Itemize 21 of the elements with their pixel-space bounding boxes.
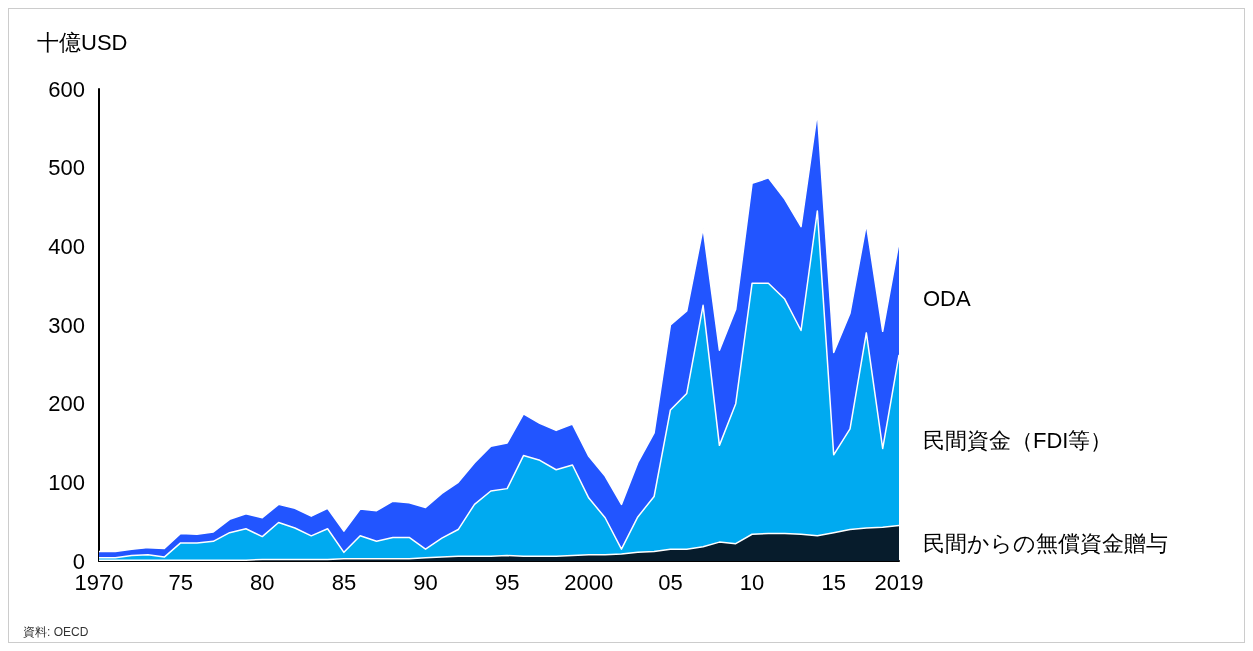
series-label: ODA (923, 286, 971, 312)
series-label: 民間からの無償資金贈与 (923, 530, 1168, 556)
x-tick-label: 15 (821, 569, 846, 595)
x-tick-label: 85 (331, 569, 357, 595)
y-tick-label: 100 (48, 469, 85, 495)
series-label: 民間資金（FDI等） (923, 427, 1113, 453)
y-tick-label: 600 (48, 76, 85, 102)
x-tick-label: 95 (494, 569, 520, 595)
text: 資料: OECD (23, 625, 89, 639)
y-tick-label: 300 (48, 312, 85, 338)
x-tick-label: 80 (250, 569, 275, 595)
y-tick-label: 500 (48, 155, 85, 181)
x-tick-label: 75 (168, 569, 193, 595)
x-tick-label: 10 (739, 569, 765, 595)
y-axis-title: 十億USD (37, 29, 128, 55)
y-tick-label: 200 (48, 391, 85, 417)
x-tick-label: 90 (413, 569, 438, 595)
y-tick-label: 400 (48, 233, 85, 259)
x-tick-label: 2019 (874, 569, 924, 595)
x-tick-label: 2000 (564, 569, 614, 595)
x-tick-label: 05 (658, 569, 683, 595)
